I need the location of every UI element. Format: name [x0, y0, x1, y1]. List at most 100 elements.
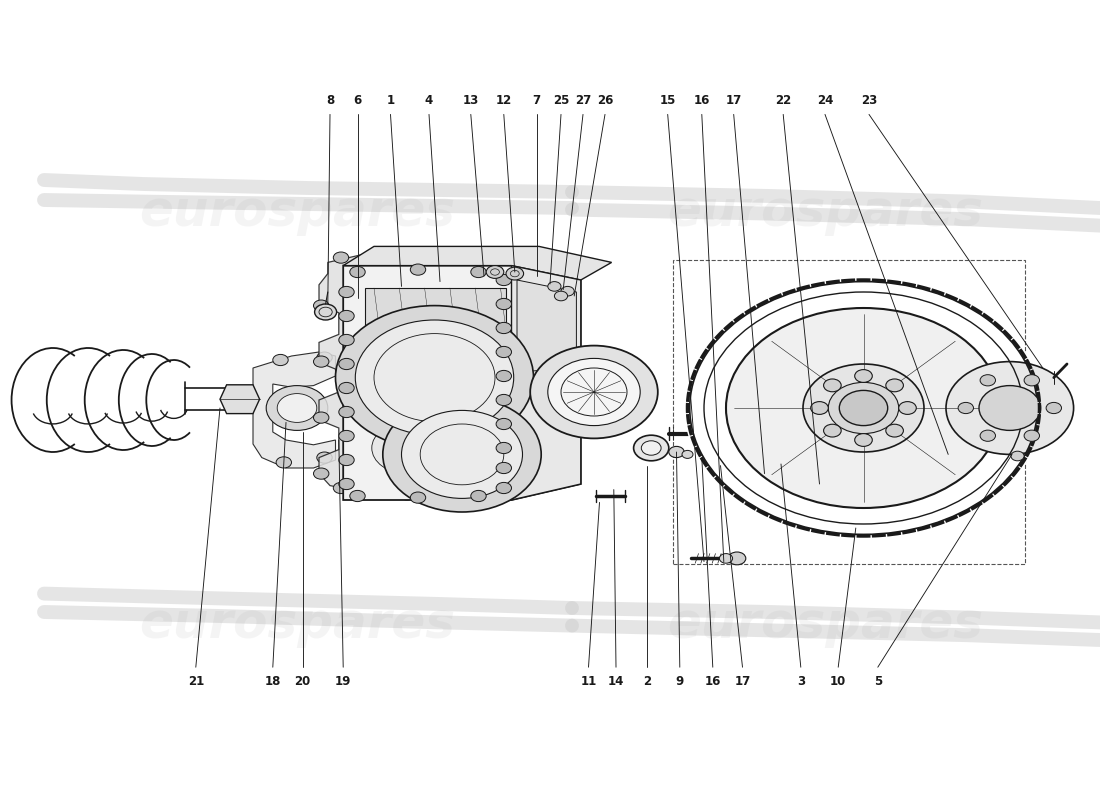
Circle shape [496, 394, 512, 406]
Circle shape [339, 358, 354, 370]
Text: 1: 1 [386, 94, 395, 106]
Circle shape [548, 358, 640, 426]
Circle shape [339, 382, 354, 394]
Text: 17: 17 [726, 94, 741, 106]
Text: 12: 12 [496, 94, 512, 106]
Circle shape [314, 356, 329, 367]
Circle shape [719, 554, 733, 563]
Text: 10: 10 [830, 675, 846, 688]
Circle shape [491, 430, 506, 442]
Circle shape [496, 462, 512, 474]
Text: 15: 15 [660, 94, 675, 106]
Circle shape [399, 248, 415, 259]
Circle shape [350, 490, 365, 502]
Circle shape [465, 252, 481, 263]
Polygon shape [365, 288, 506, 372]
Text: 4: 4 [425, 94, 433, 106]
Text: 3: 3 [796, 675, 805, 688]
Text: 16: 16 [705, 675, 720, 688]
Circle shape [355, 320, 514, 435]
Circle shape [491, 270, 506, 282]
Text: 27: 27 [575, 94, 591, 106]
Circle shape [530, 346, 658, 438]
Text: 14: 14 [608, 675, 624, 688]
Text: 20: 20 [295, 675, 310, 688]
Circle shape [333, 482, 349, 494]
Circle shape [886, 379, 903, 392]
Circle shape [728, 552, 746, 565]
Text: 26: 26 [597, 94, 613, 106]
Circle shape [315, 304, 337, 320]
Circle shape [1011, 451, 1024, 461]
Circle shape [273, 354, 288, 366]
Text: 2: 2 [642, 675, 651, 688]
Circle shape [886, 424, 903, 437]
Circle shape [314, 300, 329, 311]
Text: eurospares: eurospares [139, 188, 455, 236]
Circle shape [828, 382, 899, 434]
Bar [673, 260, 1025, 564]
Circle shape [669, 446, 684, 458]
Circle shape [726, 308, 1001, 508]
Circle shape [336, 306, 534, 450]
Text: 5: 5 [873, 675, 882, 688]
Circle shape [333, 252, 349, 263]
Circle shape [339, 334, 354, 346]
Text: eurospares: eurospares [667, 600, 983, 648]
Circle shape [496, 298, 512, 310]
Text: eurospares: eurospares [139, 600, 455, 648]
Circle shape [561, 286, 574, 296]
Circle shape [471, 266, 486, 278]
Circle shape [980, 430, 996, 442]
Polygon shape [517, 280, 576, 372]
Circle shape [339, 406, 354, 418]
Circle shape [496, 482, 512, 494]
Text: 22: 22 [776, 94, 791, 106]
Circle shape [496, 322, 512, 334]
Circle shape [641, 441, 661, 455]
Circle shape [803, 364, 924, 452]
Circle shape [1046, 402, 1062, 414]
Text: 16: 16 [694, 94, 710, 106]
Text: 9: 9 [675, 675, 684, 688]
Circle shape [372, 422, 442, 474]
Circle shape [339, 478, 354, 490]
Text: 24: 24 [817, 94, 833, 106]
Circle shape [471, 490, 486, 502]
Circle shape [855, 370, 872, 382]
Circle shape [899, 402, 916, 414]
Circle shape [339, 430, 354, 442]
Polygon shape [220, 385, 260, 414]
Circle shape [1024, 430, 1040, 442]
Text: 7: 7 [532, 94, 541, 106]
Circle shape [277, 394, 317, 422]
Polygon shape [253, 352, 336, 468]
Circle shape [824, 424, 842, 437]
Circle shape [383, 397, 541, 512]
Circle shape [496, 346, 512, 358]
Circle shape [958, 402, 974, 414]
Circle shape [465, 486, 481, 498]
Circle shape [314, 412, 329, 423]
Circle shape [839, 390, 888, 426]
Circle shape [506, 267, 524, 280]
Text: 17: 17 [735, 675, 750, 688]
Circle shape [855, 434, 872, 446]
Polygon shape [343, 266, 581, 500]
Circle shape [339, 454, 354, 466]
Text: 11: 11 [581, 675, 596, 688]
Circle shape [350, 266, 365, 278]
Circle shape [824, 379, 842, 392]
Circle shape [339, 310, 354, 322]
Circle shape [496, 370, 512, 382]
Bar [352, 296, 462, 408]
Circle shape [684, 278, 1043, 538]
Circle shape [314, 468, 329, 479]
Circle shape [410, 492, 426, 503]
Text: eurospares: eurospares [667, 188, 983, 236]
Circle shape [979, 386, 1041, 430]
Circle shape [811, 402, 828, 414]
Text: 18: 18 [265, 675, 280, 688]
Circle shape [402, 410, 522, 498]
Circle shape [354, 410, 460, 486]
